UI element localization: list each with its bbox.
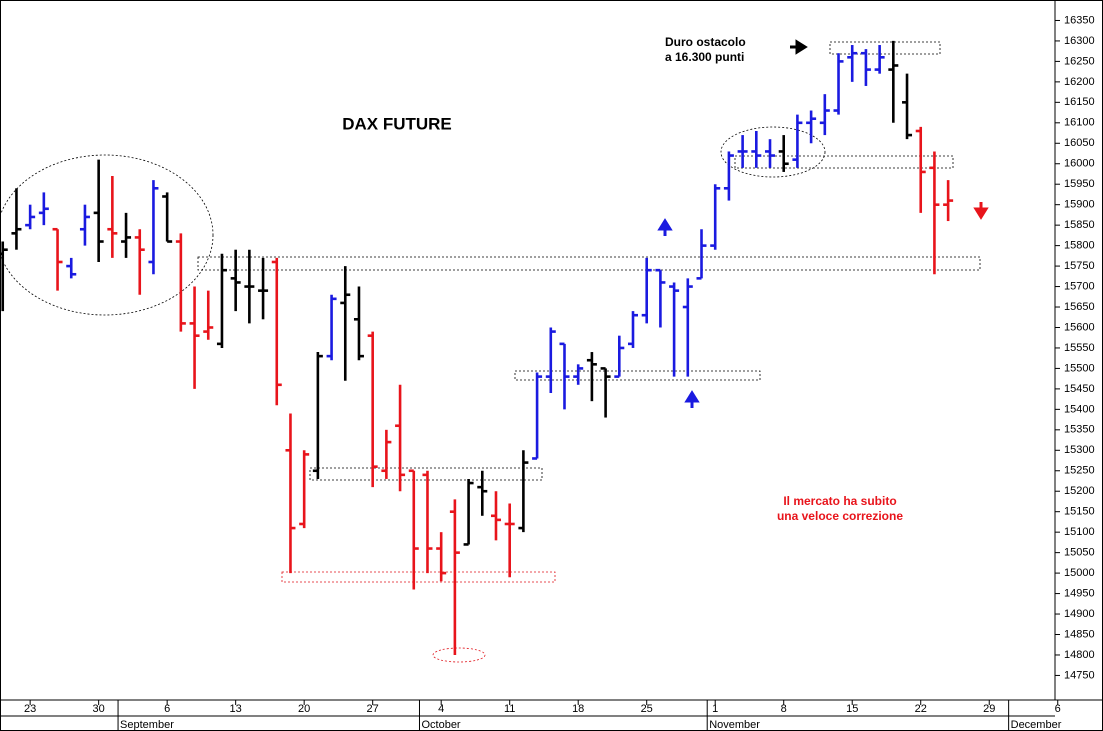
x-tick-label: 8: [781, 703, 787, 715]
resistance-zone: [829, 41, 941, 55]
x-tick-label: 11: [504, 703, 515, 715]
annotation: una veloce correzione: [777, 509, 903, 523]
y-tick-label: 15950: [1064, 178, 1095, 190]
month-label: November: [709, 719, 760, 731]
x-tick-label: 6: [164, 703, 170, 715]
x-tick-label: 6: [1055, 703, 1061, 715]
support-zone: [281, 571, 556, 583]
ellipse-zone: [432, 647, 486, 663]
arrow: [790, 39, 808, 55]
y-tick-label: 15550: [1064, 342, 1095, 354]
y-tick-label: 15050: [1064, 547, 1095, 559]
y-tick-label: 15200: [1064, 485, 1095, 497]
y-tick-label: 15700: [1064, 280, 1095, 292]
x-tick-label: 30: [93, 703, 105, 715]
y-tick-label: 15850: [1064, 219, 1095, 231]
y-tick-label: 15350: [1064, 424, 1095, 436]
annotation: a 16.300 punti: [665, 50, 744, 64]
x-tick-label: 22: [915, 703, 927, 715]
ellipse-zone: [0, 154, 214, 316]
y-tick-label: 16100: [1064, 117, 1095, 129]
y-tick-label: 15000: [1064, 567, 1095, 579]
x-tick-label: 18: [572, 703, 584, 715]
x-tick-label: 13: [230, 703, 242, 715]
y-tick-label: 16350: [1064, 14, 1095, 26]
support-zone: [309, 467, 543, 481]
x-tick-label: 15: [846, 703, 858, 715]
x-tick-label: 29: [983, 703, 995, 715]
month-label: September: [120, 719, 174, 731]
y-tick-label: 15900: [1064, 199, 1095, 211]
support-zone: [734, 155, 954, 169]
y-tick-label: 16250: [1064, 55, 1095, 67]
y-tick-label: 16050: [1064, 137, 1095, 149]
y-tick-label: 15750: [1064, 260, 1095, 272]
y-tick-label: 15150: [1064, 506, 1095, 518]
y-tick-label: 15500: [1064, 362, 1095, 374]
y-tick-label: 15100: [1064, 526, 1095, 538]
x-tick-label: 23: [24, 703, 36, 715]
x-tick-label: 25: [641, 703, 653, 715]
x-tick-label: 20: [298, 703, 310, 715]
y-tick-label: 14850: [1064, 628, 1095, 640]
ellipse-zone: [720, 126, 826, 178]
y-tick-label: 15650: [1064, 301, 1095, 313]
y-tick-label: 15400: [1064, 403, 1095, 415]
month-label: December: [1011, 719, 1062, 731]
y-tick-label: 15450: [1064, 383, 1095, 395]
y-tick-label: 14750: [1064, 669, 1095, 681]
y-tick-label: 15800: [1064, 240, 1095, 252]
support-zone: [514, 370, 761, 381]
y-tick-label: 15250: [1064, 465, 1095, 477]
y-tick-label: 15600: [1064, 321, 1095, 333]
y-tick-label: 15300: [1064, 444, 1095, 456]
y-tick-label: 16150: [1064, 96, 1095, 108]
y-tick-label: 16200: [1064, 76, 1095, 88]
annotation: Duro ostacolo: [665, 35, 746, 49]
support-zone: [197, 256, 981, 271]
x-tick-label: 4: [438, 703, 444, 715]
arrow: [684, 390, 700, 408]
y-tick-label: 14800: [1064, 649, 1095, 661]
chart-title: DAX FUTURE: [342, 114, 452, 133]
x-tick-label: 27: [367, 703, 379, 715]
y-tick-label: 16000: [1064, 158, 1095, 170]
arrow: [973, 202, 989, 220]
annotations: [0, 39, 989, 663]
y-tick-label: 16300: [1064, 35, 1095, 47]
arrow: [657, 218, 673, 236]
y-tick-label: 14950: [1064, 587, 1095, 599]
x-tick-label: 1: [712, 703, 718, 715]
month-label: October: [421, 719, 460, 731]
y-tick-label: 14900: [1064, 608, 1095, 620]
annotation: Il mercato ha subito: [783, 494, 896, 508]
